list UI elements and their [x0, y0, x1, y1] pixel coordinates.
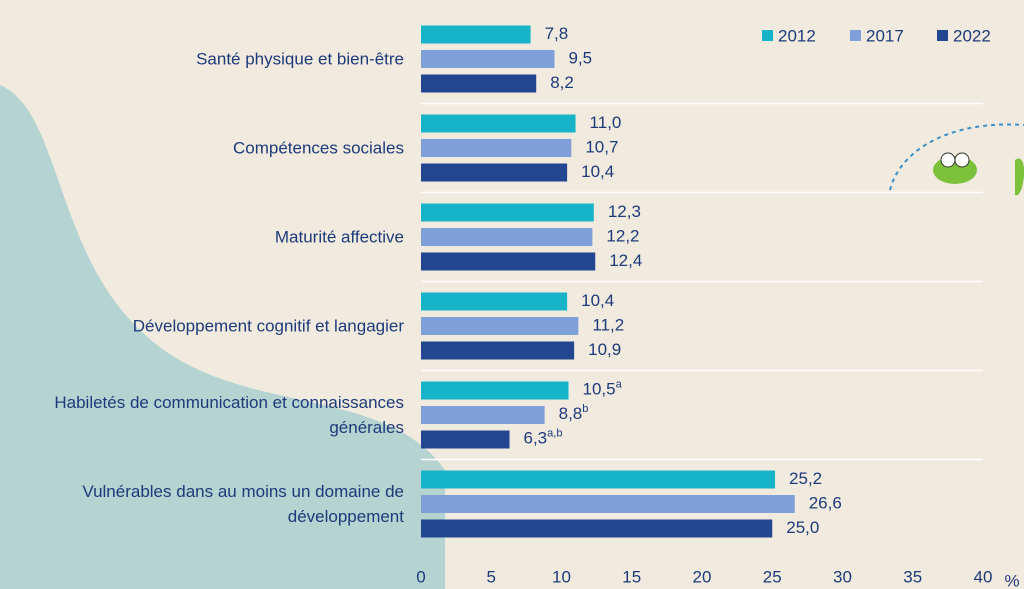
- value-label-text: 6,3: [524, 429, 548, 448]
- bar: [421, 520, 772, 538]
- value-label: 11,0: [590, 113, 622, 132]
- bar: [421, 75, 536, 93]
- bar: [421, 431, 510, 449]
- value-label: 10,4: [581, 291, 614, 310]
- x-tick-label: 15: [622, 567, 641, 586]
- legend-swatch: [762, 30, 773, 41]
- x-tick-label: 25: [763, 567, 782, 586]
- bar: [421, 317, 578, 335]
- bar: [421, 164, 567, 182]
- value-label: 10,9: [588, 340, 621, 359]
- legend-swatch: [937, 30, 948, 41]
- bar: [421, 253, 595, 271]
- value-label-text: 10,5: [583, 380, 616, 399]
- bar: [421, 228, 592, 246]
- value-label: 12,3: [608, 202, 641, 221]
- value-label: 11,2: [592, 315, 624, 334]
- value-label-note: a,b: [547, 427, 562, 439]
- x-tick-label: 35: [903, 567, 922, 586]
- category-label: Compétences sociales: [4, 136, 404, 161]
- value-label: 12,4: [609, 251, 642, 270]
- bar: [421, 50, 554, 68]
- value-label-text: 8,8: [559, 404, 583, 423]
- value-label: 9,5: [568, 48, 592, 67]
- value-label: 10,7: [585, 137, 618, 156]
- category-label: Vulnérables dans au moins un domaine de …: [4, 479, 404, 529]
- bar: [421, 204, 594, 222]
- legend-label: 2017: [866, 26, 904, 45]
- value-label: 12,2: [606, 226, 639, 245]
- category-label: Santé physique et bien-être: [4, 47, 404, 72]
- x-tick-label: 10: [552, 567, 571, 586]
- x-tick-label: 20: [693, 567, 712, 586]
- value-label: 10,4: [581, 162, 614, 181]
- value-label: 26,6: [809, 493, 842, 512]
- bar: [421, 382, 569, 400]
- value-label: 7,8: [545, 24, 569, 43]
- bar: [421, 26, 531, 44]
- bar: [421, 471, 775, 489]
- page: 0 5 10 15 20 25 30 35 40% 7,8 11,0 12,3 10,4 10,5a 25,…: [0, 0, 1024, 589]
- category-label: Habiletés de communication et connaissan…: [4, 390, 404, 440]
- value-label: 8,2: [550, 73, 574, 92]
- x-unit: %: [1004, 571, 1019, 589]
- value-label: 25,2: [789, 469, 822, 488]
- value-label-note: a: [616, 378, 623, 390]
- category-label: Maturité affective: [4, 225, 404, 250]
- x-tick-label: 30: [833, 567, 852, 586]
- x-tick-label: 5: [487, 567, 496, 586]
- category-label: Développement cognitif et langagier: [4, 314, 404, 339]
- value-label: 25,0: [786, 518, 819, 537]
- x-tick-label: 40: [974, 567, 993, 586]
- bar: [421, 293, 567, 311]
- bar: [421, 342, 574, 360]
- x-tick-label: 0: [416, 567, 425, 586]
- bar: [421, 495, 795, 513]
- value-label-note: b: [582, 403, 588, 415]
- bar: [421, 139, 571, 157]
- bar: [421, 406, 545, 424]
- legend-swatch: [850, 30, 861, 41]
- bar: [421, 115, 576, 133]
- legend-label: 2022: [953, 26, 991, 45]
- legend-label: 2012: [778, 26, 816, 45]
